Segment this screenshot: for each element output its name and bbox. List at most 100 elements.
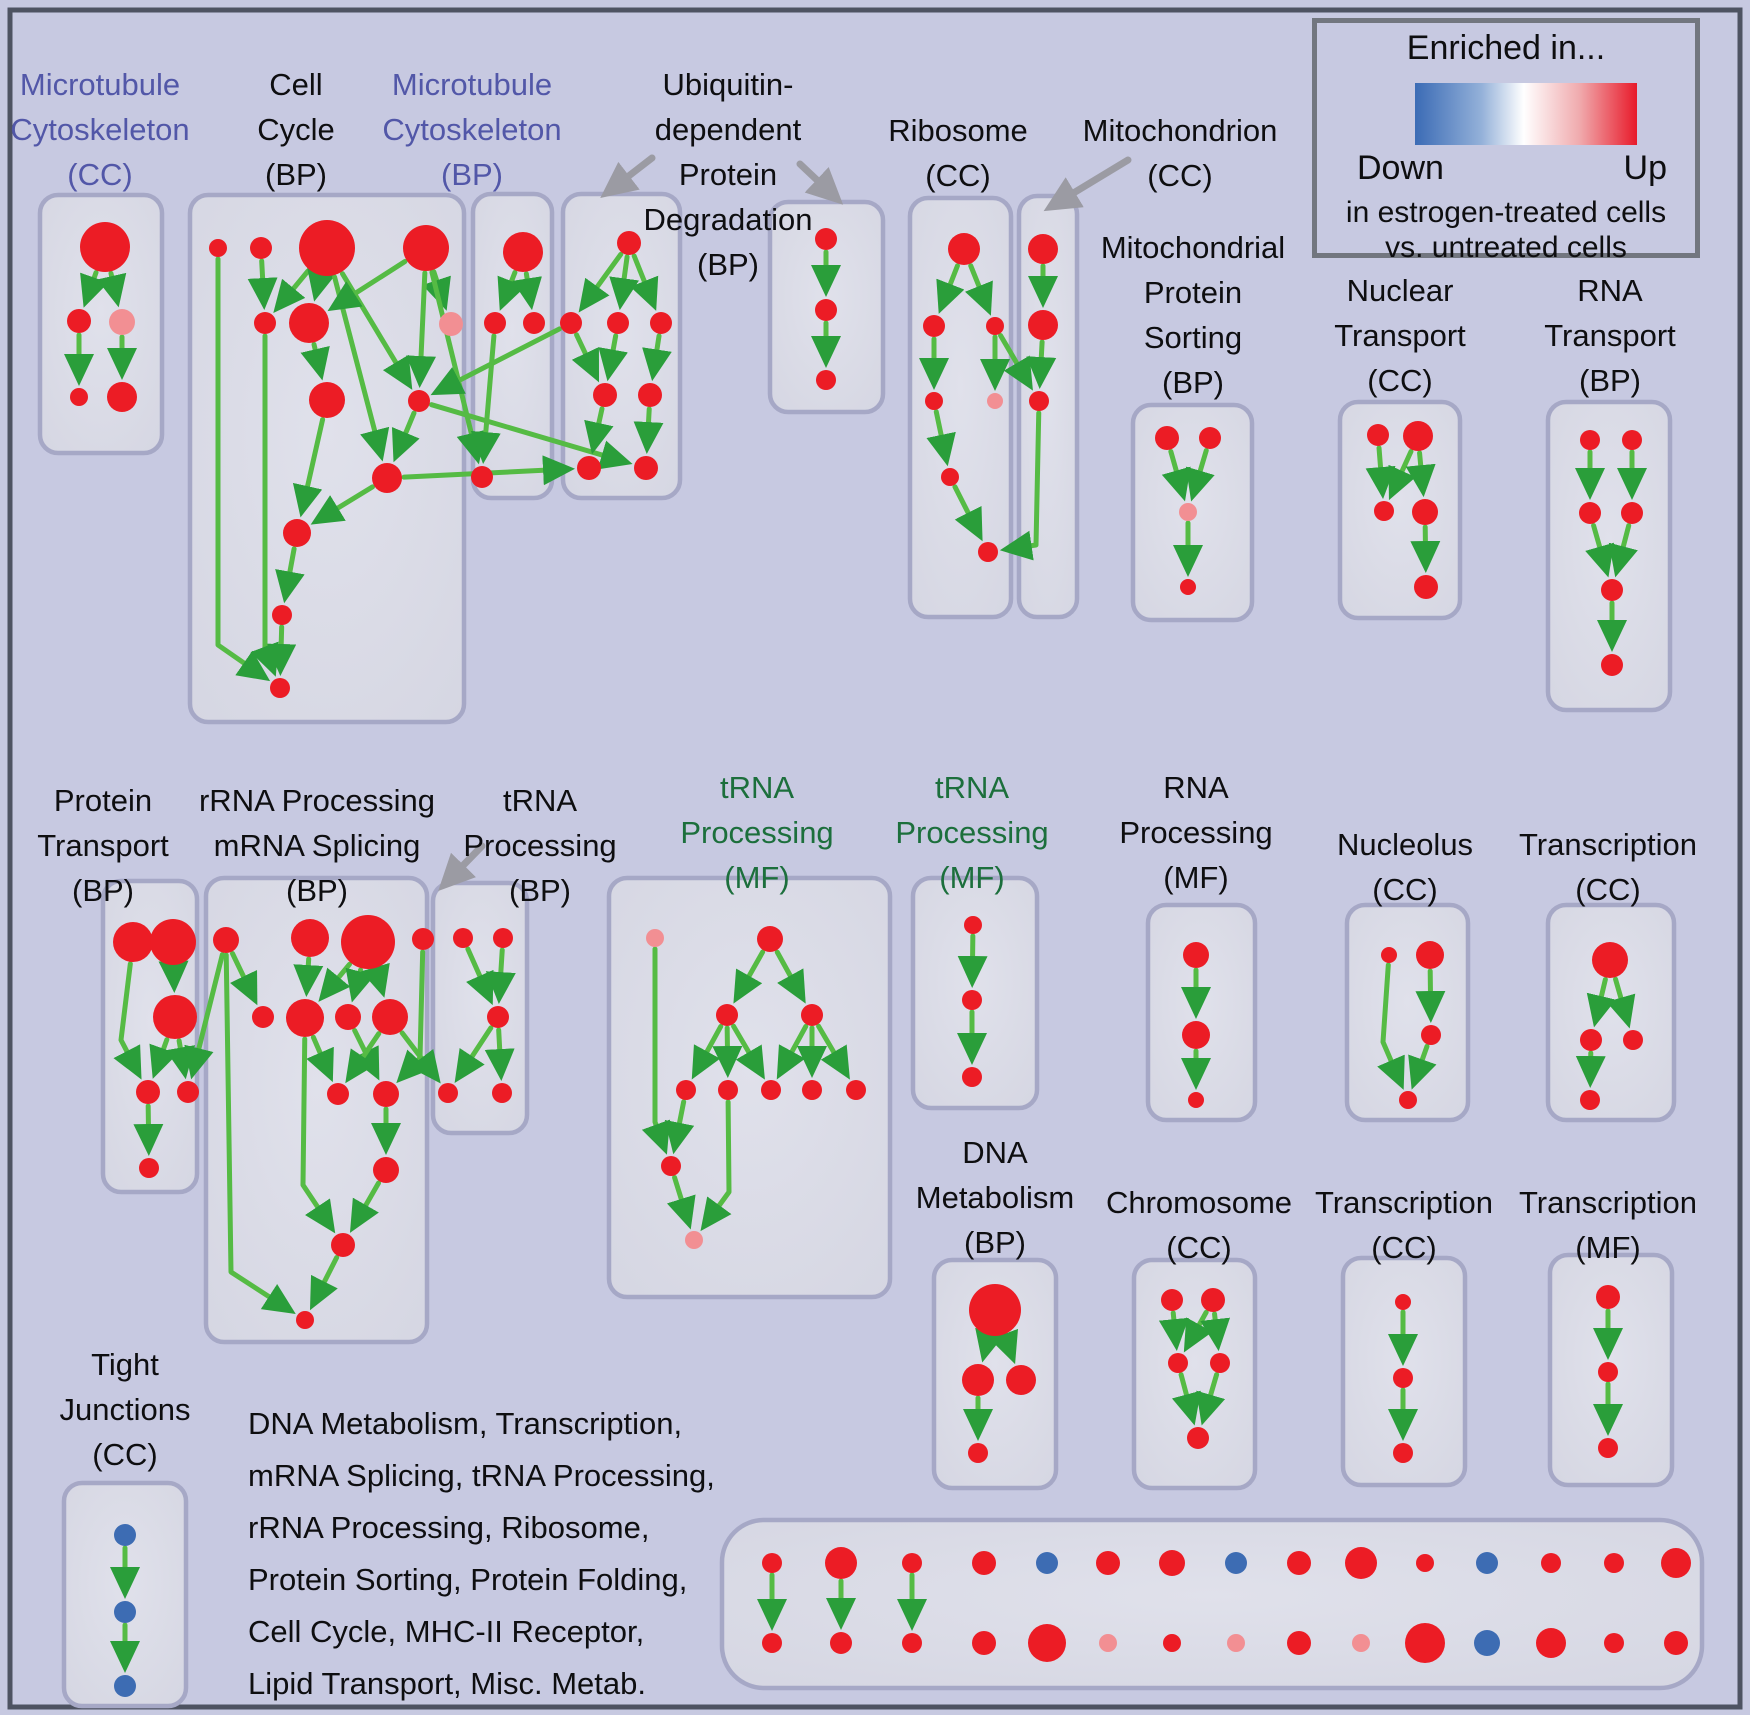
go-term-node (1621, 502, 1643, 524)
label-pointer-arrow (1043, 156, 1132, 212)
go-term-node (372, 999, 408, 1035)
enrichment-edge (965, 263, 993, 316)
go-term-node (1416, 1554, 1434, 1572)
go-term-node (815, 299, 837, 321)
enrichment-edge (633, 406, 664, 455)
go-term-node (80, 222, 130, 272)
go-term-node (1188, 1092, 1204, 1108)
go-term-node (661, 1156, 681, 1176)
enrichment-edge (952, 484, 983, 542)
go-term-node (1416, 941, 1444, 969)
go-term-node (1474, 1630, 1500, 1656)
go-term-node (923, 315, 945, 337)
go-term-node (487, 1006, 509, 1028)
enrichment-edge (1377, 962, 1405, 1090)
go-term-node (114, 1524, 136, 1546)
enrichment-edge (454, 1025, 494, 1083)
go-term-node (286, 999, 324, 1037)
go-term-node (925, 392, 943, 410)
enrichment-edge (273, 268, 311, 313)
go-term-node (177, 1081, 199, 1103)
enrichment-edge (306, 1034, 334, 1083)
go-term-node (289, 303, 329, 343)
go-term-node (1596, 1285, 1620, 1309)
go-term-node (114, 1675, 136, 1697)
enrichment-edge (229, 951, 258, 1006)
enrichment-edge (598, 333, 628, 382)
label-pointer-arrow (600, 154, 656, 198)
cluster-label-6: Mitochondrial Protein Sorting (BP) (1100, 230, 1286, 400)
cluster-box-rna-mf (1145, 902, 1258, 1123)
enrichment-edge (1196, 1372, 1226, 1426)
enrichment-edge (731, 1023, 765, 1080)
enrichment-edge (360, 962, 390, 998)
enrichment-edge (1161, 448, 1191, 502)
cluster-box-transcription-cc-2 (1545, 902, 1677, 1123)
legend-subtitle: in estrogen-treated cells vs. untreated … (1345, 196, 1667, 264)
go-term-node (1604, 1553, 1624, 1573)
go-term-node (327, 1083, 349, 1105)
go-term-node (1199, 427, 1221, 449)
cluster-label-20: Transcription (MF) (1518, 1185, 1698, 1265)
go-term-node (1374, 501, 1394, 521)
enrichment-edge (349, 1180, 382, 1233)
legend-title: Enriched in... (1406, 29, 1606, 67)
cluster-box-summary-strip (719, 1517, 1705, 1691)
go-term-node (634, 456, 658, 480)
cluster-label-10: rRNA Processing mRNA Splicing (BP) (198, 783, 436, 908)
cluster-label-19: Transcription (CC) (1314, 1185, 1494, 1265)
enrichment-edge (1606, 976, 1636, 1029)
go-term-node (1006, 1365, 1036, 1395)
go-term-node (761, 1080, 781, 1100)
cluster-label-12: tRNA Processing (MF) (680, 770, 834, 895)
enrichment-edge (345, 967, 375, 1003)
go-term-node (825, 1547, 857, 1579)
go-term-node (972, 1631, 996, 1655)
enrichment-edge (957, 933, 988, 989)
enrichment-edge (399, 1030, 441, 1084)
go-term-node (403, 225, 449, 271)
enrichment-edge (816, 1023, 850, 1080)
enrichment-edge (1158, 1310, 1189, 1352)
enrichment-edge (936, 263, 965, 314)
go-term-node (716, 1004, 738, 1026)
enrichment-edge (223, 952, 296, 1315)
go-term-node (291, 919, 329, 957)
label-pointer-arrow (796, 160, 844, 205)
enrichment-edge (133, 1103, 164, 1157)
label-pointer-arrow (438, 842, 486, 892)
go-term-node (1182, 1021, 1210, 1049)
go-term-node (816, 370, 836, 390)
cluster-label-21: Tight Junctions (CC) (59, 1347, 191, 1472)
enrichment-edge (1185, 447, 1215, 502)
go-term-node (1476, 1552, 1498, 1574)
go-term-node (1345, 1547, 1377, 1579)
cluster-box-tight-junctions (61, 1480, 189, 1709)
cluster-label-1: Cell Cycle (BP) (257, 67, 335, 192)
go-term-node (560, 312, 582, 334)
enrichment-edge (512, 271, 542, 311)
cluster-label-5: Mitochondrion (CC) (1082, 113, 1278, 193)
cluster-label-3: Ubiquitin- dependent Protein Degradation… (643, 67, 813, 282)
go-term-node (1029, 391, 1049, 411)
go-term-node (646, 929, 664, 947)
go-term-node (987, 393, 1003, 409)
go-term-node (1604, 1633, 1624, 1653)
go-term-node (1393, 1443, 1413, 1463)
go-term-node (1601, 579, 1623, 601)
enrichment-edge (998, 332, 1033, 391)
cluster-label-16: Transcription (CC) (1518, 827, 1698, 907)
go-term-node (335, 1004, 361, 1030)
enrichment-edge (609, 254, 639, 311)
go-term-node (408, 390, 430, 412)
cluster-label-7: Nuclear Transport (CC) (1334, 273, 1466, 398)
go-term-node (67, 309, 91, 333)
go-term-node (1421, 1025, 1441, 1045)
cluster-label-0: Microtubule Cytoskeleton (CC) (10, 67, 190, 192)
enrichment-edge (310, 484, 375, 525)
go-term-node (801, 1004, 823, 1026)
go-term-node (250, 237, 272, 259)
go-term-node (283, 519, 311, 547)
go-term-node (638, 383, 662, 407)
